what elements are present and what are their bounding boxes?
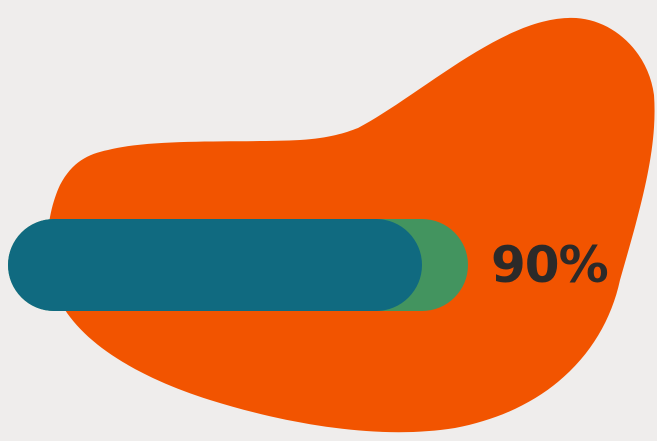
progress-bar	[8, 219, 468, 311]
progress-fill	[8, 219, 422, 311]
progress-percentage-label: 90%	[491, 236, 609, 294]
